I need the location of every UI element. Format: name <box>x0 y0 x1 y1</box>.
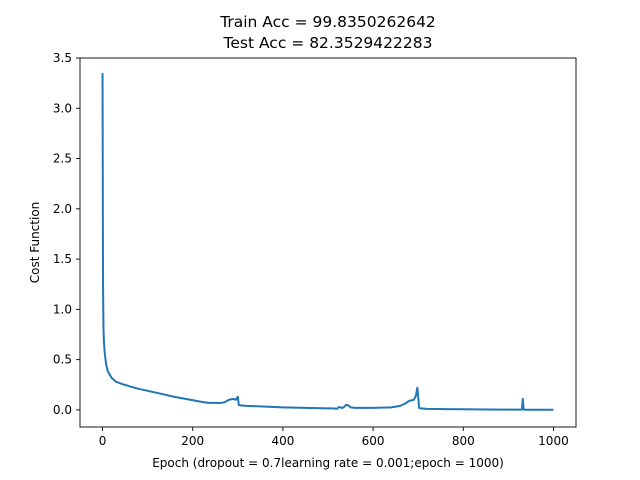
y-tick-label: 3.5 <box>53 51 72 65</box>
y-axis-label: Cost Function <box>28 202 42 284</box>
y-tick-label: 1.0 <box>53 302 72 316</box>
x-tick-label: 1000 <box>538 434 569 448</box>
y-tick-label: 2.0 <box>53 202 72 216</box>
y-axis-ticks: 0.0 0.5 1.0 1.5 2.0 2.5 3.0 3.5 <box>53 51 80 417</box>
y-tick-label: 2.5 <box>53 152 72 166</box>
plot-frame <box>79 57 577 428</box>
y-tick-label: 1.5 <box>53 252 72 266</box>
x-axis-ticks: 0 200 400 600 800 1000 <box>99 427 569 448</box>
x-tick-label: 600 <box>362 434 385 448</box>
y-tick-label: 0.5 <box>53 353 72 367</box>
y-tick-label: 0.0 <box>53 403 72 417</box>
x-axis-label: Epoch (dropout = 0.7learning rate = 0.00… <box>152 456 504 470</box>
cost-function-line <box>101 73 554 411</box>
x-tick-label: 800 <box>452 434 475 448</box>
x-tick-label: 0 <box>99 434 107 448</box>
chart-title-line-1: Train Acc = 99.8350262642 <box>219 13 436 31</box>
x-tick-label: 200 <box>181 434 204 448</box>
chart-title-line-2: Test Acc = 82.3529422283 <box>223 34 433 52</box>
y-tick-label: 3.0 <box>53 101 72 115</box>
x-tick-label: 400 <box>271 434 294 448</box>
